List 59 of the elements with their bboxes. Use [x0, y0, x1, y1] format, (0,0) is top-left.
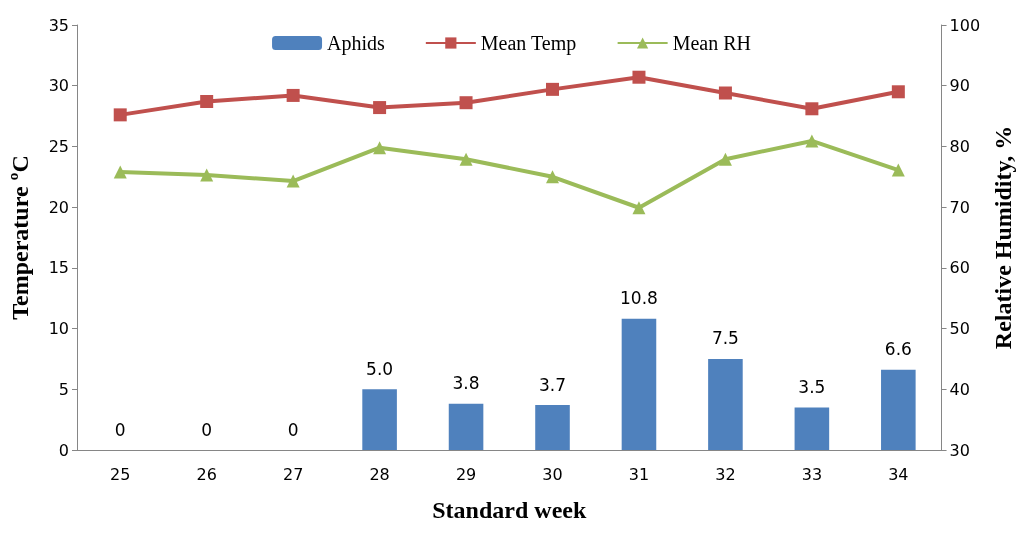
x-tick-label: 32	[715, 464, 736, 484]
x-tick-label: 25	[110, 464, 131, 484]
y2-tick-label: 80	[949, 136, 970, 156]
point	[373, 141, 387, 155]
bar	[621, 318, 657, 450]
data-label: 3.5	[798, 377, 826, 397]
data-label: 3.8	[452, 373, 480, 394]
point	[632, 201, 646, 215]
point	[546, 170, 560, 184]
y2-tick-label: 70	[949, 197, 970, 217]
data-label: 0	[287, 419, 299, 440]
y2-tick-label: 40	[949, 379, 970, 399]
bar	[448, 403, 484, 450]
data-label: 7.5	[711, 328, 739, 349]
legend-label: Aphids	[327, 32, 386, 55]
point	[286, 174, 300, 188]
bar	[362, 389, 397, 450]
point	[891, 163, 905, 177]
legend-label: Mean RH	[672, 32, 751, 54]
data-label: 0	[114, 419, 126, 440]
y-tick-label: 5	[58, 379, 69, 399]
legend-label: Mean Temp	[480, 32, 577, 55]
bar	[708, 358, 743, 450]
bar	[535, 405, 570, 450]
y-axis-title: Temperature ºC	[7, 155, 33, 320]
x-tick-label: 30	[542, 464, 563, 484]
y-tick-label: 20	[48, 197, 69, 217]
y2-tick-label: 60	[949, 258, 970, 278]
point	[805, 134, 819, 148]
bar	[881, 369, 916, 450]
y2-tick-label: 100	[949, 15, 981, 35]
x-axis-title: Standard week	[432, 497, 587, 523]
x-tick-label: 34	[888, 464, 909, 484]
x-tick-label: 26	[196, 464, 217, 484]
bar	[794, 407, 830, 450]
y2-tick-label: 50	[949, 319, 970, 339]
y-tick-label: 25	[48, 136, 69, 156]
data-label: 0	[201, 419, 213, 440]
point	[113, 165, 127, 179]
y2-tick-label: 90	[949, 76, 970, 96]
x-tick-label: 33	[801, 464, 823, 484]
x-tick-label: 29	[455, 464, 477, 484]
data-label: 3.7	[538, 374, 567, 395]
y-tick-label: 0	[58, 440, 69, 460]
point	[459, 152, 473, 166]
data-label: 5.0	[366, 358, 394, 379]
y2-tick-label: 30	[949, 440, 970, 460]
y-tick-label: 15	[48, 258, 69, 278]
point	[718, 152, 732, 166]
x-tick-label: 27	[282, 464, 304, 484]
y2-axis-title: Relative Humidity, %	[990, 125, 1016, 350]
y-tick-label: 35	[48, 15, 69, 35]
x-tick-label: 31	[628, 464, 650, 484]
point	[200, 168, 214, 182]
y-tick-label: 30	[48, 76, 69, 96]
data-label: 10.8	[620, 288, 658, 309]
x-tick-label: 28	[369, 464, 390, 484]
y-tick-label: 10	[48, 319, 69, 339]
data-label: 6.6	[884, 339, 912, 360]
